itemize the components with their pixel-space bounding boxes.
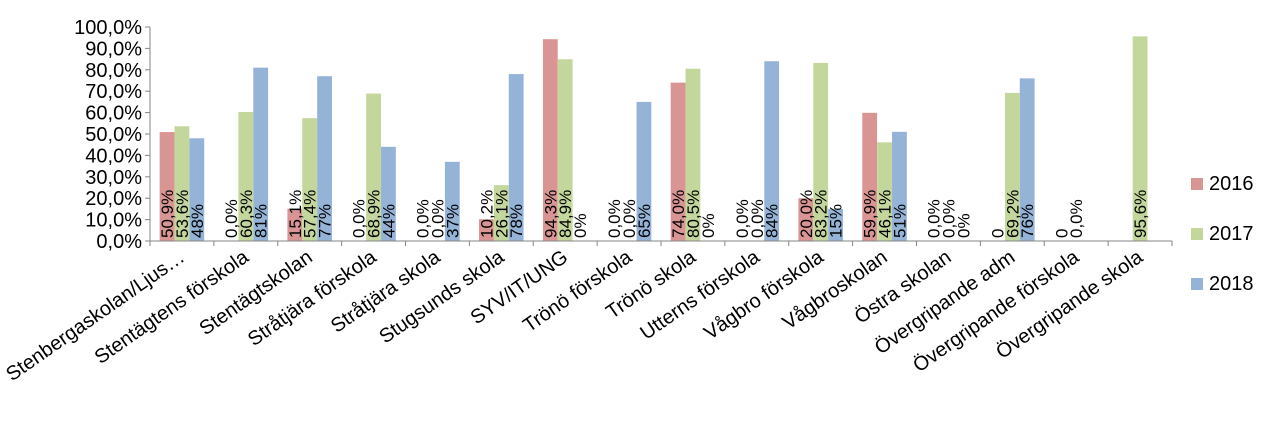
data-label-2017: 26,1% — [492, 190, 511, 238]
bar-2017 — [1132, 36, 1148, 241]
bar-2018 — [508, 74, 524, 241]
data-label-2017: 0,0% — [1067, 199, 1086, 238]
y-tick-label: 0,0% — [96, 231, 142, 253]
y-tick-label: 30,0% — [85, 167, 142, 189]
bar-2018 — [253, 67, 269, 241]
legend-swatch-2017 — [1191, 228, 1203, 240]
data-label-2016: 0 — [1052, 229, 1071, 238]
bar-2017 — [685, 68, 701, 241]
bar-2018 — [381, 146, 396, 241]
y-tick-label: 10,0% — [85, 210, 142, 232]
data-label-2018: 37% — [443, 204, 462, 238]
data-label-2016: 94,3% — [541, 190, 560, 238]
bar-2017 — [174, 126, 190, 241]
data-label-2016: 0,0% — [350, 199, 369, 238]
y-tick-label: 50,0% — [85, 124, 142, 146]
bar-2017 — [366, 93, 381, 241]
data-label-2016: 74,0% — [669, 190, 688, 238]
data-label-2018: 44% — [379, 204, 398, 238]
bar-2018 — [764, 61, 780, 241]
data-label-2016: 0,0% — [733, 199, 752, 238]
bar-2017 — [493, 185, 509, 241]
bars — [159, 36, 1148, 242]
data-label-2018: 15% — [827, 204, 846, 238]
bar-2018 — [636, 101, 652, 242]
data-label-2016: 0,0% — [925, 199, 944, 238]
y-tick-label: 100,0% — [74, 17, 142, 39]
data-label-2018: 84% — [763, 204, 782, 238]
x-axis: Stenbergaskolan/Ljus…Stentägtens förskol… — [2, 240, 1173, 386]
data-label-2017: 84,9% — [556, 190, 575, 238]
data-label-2017: 95,6% — [1131, 190, 1150, 238]
y-tick-label: 60,0% — [85, 103, 142, 125]
bar-2016 — [798, 198, 814, 241]
data-label-2016: 59,9% — [861, 190, 880, 238]
bar-2017 — [1004, 92, 1020, 241]
bar-2017 — [557, 59, 573, 242]
data-label-2017: 0,0% — [428, 199, 447, 238]
y-axis: 0,0%10,0%20,0%30,0%40,0%50,0%60,0%70,0%8… — [74, 17, 151, 253]
legend-swatch-2016 — [1191, 178, 1203, 190]
bar-2018 — [444, 161, 460, 241]
legend-label-2016: 2016 — [1209, 173, 1254, 195]
y-tick-label: 80,0% — [85, 60, 142, 82]
x-category-label: Trönö förskola — [519, 246, 636, 337]
data-label-2018: 48% — [188, 204, 207, 238]
data-label-2018: 77% — [316, 204, 335, 238]
y-tick-label: 90,0% — [85, 38, 142, 60]
legend-label-2018: 2018 — [1209, 273, 1254, 295]
data-label-2017: 46,1% — [876, 190, 895, 238]
data-label-2017: 0,0% — [939, 199, 958, 238]
data-label-2016: 0,0% — [222, 199, 241, 238]
data-label-2017: 0,0% — [748, 199, 767, 238]
data-label-2017: 53,6% — [173, 190, 192, 238]
y-tick-label: 20,0% — [85, 188, 142, 210]
data-label-2018: 0% — [699, 213, 718, 238]
data-label-2017: 60,3% — [237, 190, 256, 238]
bar-2016 — [670, 82, 686, 241]
data-label-2018: 81% — [252, 204, 271, 238]
data-label-2017: 69,2% — [1003, 190, 1022, 238]
data-label-2017: 83,2% — [812, 190, 831, 238]
bar-2018 — [317, 76, 332, 241]
bar-2016 — [159, 132, 175, 241]
y-tick-label: 40,0% — [85, 145, 142, 167]
bar-2017 — [877, 142, 892, 241]
data-label-2018: 0% — [954, 213, 973, 238]
bar-2017 — [238, 111, 254, 241]
bar-2016 — [287, 208, 303, 241]
data-label-2017: 68,9% — [365, 190, 384, 238]
data-label-2017: 57,4% — [301, 190, 320, 238]
legend-label-2017: 2017 — [1209, 223, 1254, 245]
bar-2018 — [189, 138, 205, 241]
data-label-2016: 50,9% — [158, 190, 177, 238]
bar-2017 — [302, 118, 318, 241]
data-label-2017: 0,0% — [620, 199, 639, 238]
data-labels: 50,9% 0,0% 15,1% 0,0% 0,0% 10,2% 94,3% 0,0% 74,0… — [158, 190, 1150, 238]
data-label-2018: 65% — [635, 204, 654, 238]
data-label-2016: 0 — [988, 229, 1007, 238]
data-label-2016: 15,1% — [286, 190, 305, 238]
bar-2016 — [542, 39, 558, 242]
data-label-2017: 80,5% — [684, 190, 703, 238]
bar-2018 — [892, 131, 907, 241]
bar-2017 — [813, 62, 829, 242]
legend: 2016 2017 2018 — [1191, 173, 1254, 295]
data-label-2016: 0,0% — [605, 199, 624, 238]
data-label-2018: 0% — [571, 213, 590, 238]
data-label-2016: 0,0% — [414, 199, 433, 238]
bar-2016 — [862, 112, 878, 242]
bar-2018 — [1019, 78, 1035, 241]
data-label-2018: 78% — [507, 204, 526, 238]
data-label-2016: 10,2% — [477, 190, 496, 238]
data-label-2016: 20,0% — [797, 190, 816, 238]
legend-swatch-2018 — [1191, 278, 1203, 290]
bar-2016 — [479, 219, 494, 241]
data-label-2018: 76% — [1018, 204, 1037, 238]
bar-2018 — [828, 208, 843, 241]
data-label-2018: 51% — [890, 204, 909, 238]
y-tick-label: 70,0% — [85, 81, 142, 103]
